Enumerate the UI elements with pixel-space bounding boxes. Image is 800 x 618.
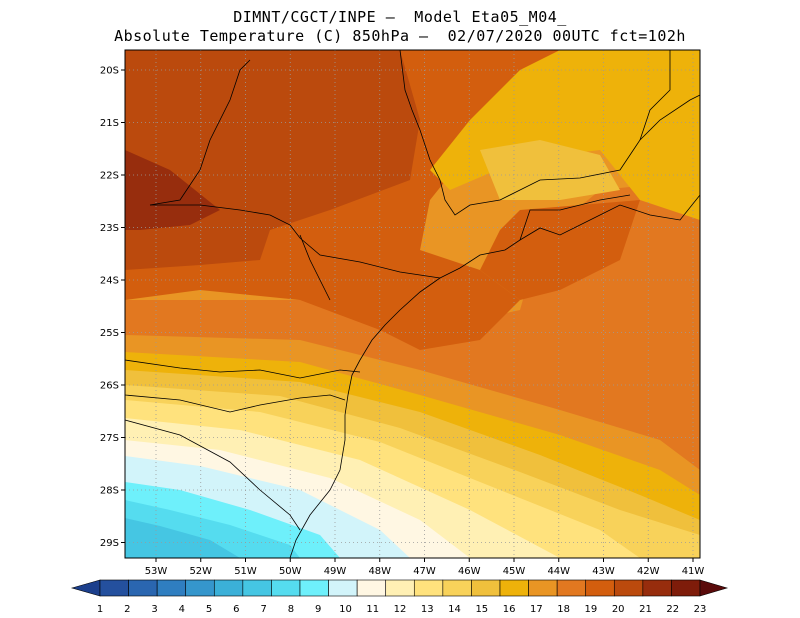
state-border-pr-sc (124, 359, 361, 379)
colorbar-label: 11 (366, 604, 379, 615)
band-16-ne (480, 140, 620, 200)
colorbar-swatch (385, 579, 415, 597)
lat-tick-label: 21S (100, 118, 119, 129)
band-21 (125, 150, 220, 230)
lat-tick-label: 22S (100, 171, 119, 182)
lon-tick-label: 49W (324, 566, 347, 577)
colorbar-arrow-high (699, 579, 729, 597)
lon-tick-label: 52W (189, 566, 212, 577)
state-border-sc-rs (124, 394, 346, 413)
state-border-mg-es-rj (639, 94, 701, 141)
chart-title-line2: Absolute Temperature (C) 850hPa – 02/07/… (114, 27, 686, 45)
band-18-e (480, 200, 640, 300)
graticule (125, 50, 700, 558)
chart-title-line1: DIMNT/CGCT/INPE – Model Eta05_M04_ (233, 8, 567, 26)
state-border-pr-ms (150, 204, 291, 226)
colorbar-swatch (99, 579, 129, 597)
colorbar-swatch (356, 579, 387, 597)
river-sp (299, 234, 331, 301)
lat-tick-label: 26S (100, 381, 119, 392)
colorbar-swatch (585, 579, 615, 597)
colorbar-swatch (185, 579, 215, 597)
lon-tick-label: 47W (413, 566, 436, 577)
colorbar-label: 21 (639, 604, 652, 615)
colorbar-label: 20 (612, 604, 625, 615)
colorbar-swatch (528, 579, 558, 597)
colorbar-arrow-low (70, 579, 101, 597)
colorbar-swatch (413, 579, 444, 597)
state-border-ms (149, 59, 251, 206)
colorbar-swatch (156, 579, 187, 597)
coastline (289, 194, 701, 559)
colorbar-swatch (471, 579, 501, 597)
colorbar-label: 6 (233, 604, 239, 615)
lon-tick-label: 50W (279, 566, 302, 577)
colorbar-label: 2 (124, 604, 130, 615)
lon-tick-label: 45W (503, 566, 526, 577)
colorbar-label: 13 (421, 604, 434, 615)
colorbar-label: 8 (288, 604, 294, 615)
colorbar-swatch (299, 579, 329, 597)
colorbar-label: 3 (151, 604, 157, 615)
country-border (124, 419, 301, 531)
colorbar-label: 9 (315, 604, 321, 615)
colorbar-swatch (328, 579, 358, 597)
colorbar-swatch (642, 579, 672, 597)
colorbar-swatch (613, 579, 644, 597)
plot-frame (124, 49, 701, 559)
lat-tick-label: 23S (100, 223, 119, 234)
colorbar-swatch (242, 579, 272, 597)
longitude-axis: 53W 52W 51W 50W 49W 48W 47W 46W 45W 44W 43W 42W 41W (145, 558, 705, 577)
lat-tick-label: 29S (100, 538, 119, 549)
colorbar: 1 2 3 4 5 6 7 8 9 10 11 12 13 14 15 16 17 18 19 20 21 22 23 (70, 579, 729, 615)
colorbar-swatch (499, 579, 529, 597)
colorbar-label: 4 (179, 604, 185, 615)
colorbar-swatch (442, 579, 472, 597)
colorbar-label: 19 (585, 604, 598, 615)
state-border-rj (519, 194, 631, 241)
colorbar-label: 12 (394, 604, 407, 615)
lon-tick-label: 53W (145, 566, 168, 577)
state-border-sp-mg (399, 49, 671, 216)
lat-tick-label: 25S (100, 328, 119, 339)
latitude-axis: 20S 21S 22S 23S 24S 25S 26S 27S 28S 29S (100, 66, 125, 549)
band-7 (125, 518, 240, 558)
lon-tick-label: 46W (458, 566, 481, 577)
lon-tick-label: 42W (637, 566, 660, 577)
colorbar-label: 14 (448, 604, 461, 615)
colorbar-swatch (271, 579, 301, 597)
colorbar-label: 15 (475, 604, 488, 615)
lat-tick-label: 20S (100, 66, 119, 77)
temperature-field (125, 50, 700, 558)
colorbar-label: 18 (557, 604, 570, 615)
lon-tick-label: 51W (234, 566, 257, 577)
state-border-pr-sp (289, 224, 441, 279)
boundaries (124, 49, 701, 559)
lat-tick-label: 27S (100, 433, 119, 444)
colorbar-swatch (671, 579, 701, 597)
colorbar-swatch (128, 579, 158, 597)
colorbar-label: 16 (503, 604, 516, 615)
colorbar-label: 1 (97, 604, 103, 615)
colorbar-label: 10 (339, 604, 352, 615)
colorbar-label: 22 (666, 604, 679, 615)
lon-tick-label: 44W (547, 566, 570, 577)
colorbar-label: 5 (206, 604, 212, 615)
colorbar-label: 7 (260, 604, 266, 615)
lon-tick-label: 43W (592, 566, 615, 577)
lon-tick-label: 41W (682, 566, 705, 577)
colorbar-swatch (213, 579, 244, 597)
lon-tick-label: 48W (368, 566, 391, 577)
band-17-ne (430, 50, 700, 220)
colorbar-swatch (556, 579, 587, 597)
colorbar-label: 17 (530, 604, 543, 615)
colorbar-label: 23 (694, 604, 707, 615)
lat-tick-label: 28S (100, 486, 119, 497)
lat-tick-label: 24S (100, 276, 119, 287)
